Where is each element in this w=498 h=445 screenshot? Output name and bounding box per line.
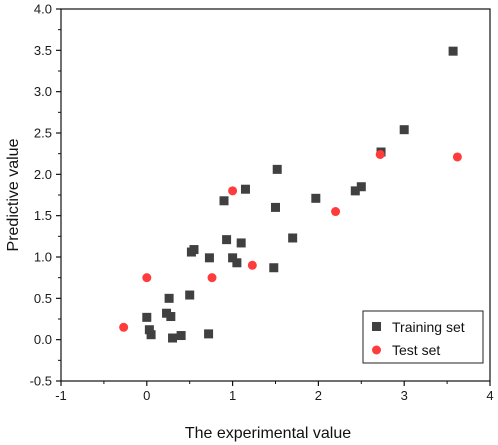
test-point (375, 149, 385, 159)
training-point (288, 233, 298, 243)
test-point (142, 273, 152, 283)
test-point (331, 207, 341, 217)
training-point (272, 164, 282, 174)
training-point (168, 333, 178, 343)
training-point (204, 329, 214, 339)
y-tick-label: 1.5 (34, 208, 52, 223)
training-point (166, 312, 176, 322)
training-point (399, 125, 409, 135)
x-tick-label: 0 (143, 388, 150, 403)
legend-test-label: Test set (392, 342, 440, 358)
test-point (119, 322, 129, 332)
test-point (228, 186, 238, 196)
y-axis: -0.5 0.0 0.5 1.0 1.5 2.0 2.5 3.0 3.5 4.0 (30, 2, 61, 389)
training-point (228, 253, 238, 263)
y-tick-label: 3.5 (34, 43, 52, 58)
y-tick-label: 4.0 (34, 2, 52, 17)
training-point (189, 245, 199, 255)
y-tick-label: 1.0 (34, 250, 52, 265)
training-point (236, 238, 246, 248)
data-points (119, 46, 462, 343)
training-point (142, 312, 152, 322)
training-point (144, 325, 154, 335)
legend-test-marker (372, 345, 381, 355)
y-tick-label: 0.0 (34, 332, 52, 347)
training-point (219, 196, 229, 206)
training-point (448, 46, 458, 56)
y-tick-label: -0.5 (30, 374, 52, 389)
training-point (232, 258, 242, 268)
training-point (185, 290, 195, 300)
test-point (452, 152, 462, 162)
training-point (350, 186, 360, 196)
training-point (271, 202, 280, 212)
y-axis-title: Predictive value (5, 138, 22, 251)
x-tick-label: 4 (486, 388, 493, 403)
training-point (222, 235, 232, 245)
y-tick-label: 0.5 (34, 291, 52, 306)
legend-training-marker (372, 322, 381, 331)
legend-box (362, 310, 484, 364)
training-point (176, 331, 186, 341)
x-tick-label: 3 (401, 388, 408, 403)
legend-training-label: Training set (392, 319, 465, 335)
y-tick-label: 2.5 (34, 126, 52, 141)
y-tick-label: 3.0 (34, 84, 52, 99)
test-point (247, 260, 257, 270)
training-point (146, 330, 156, 340)
x-tick-label: -1 (55, 388, 67, 403)
x-axis: -1 0 1 2 3 4 (55, 381, 494, 403)
legend: Training set Test set (362, 310, 484, 364)
x-axis-title: The experimental value (185, 425, 351, 442)
x-tick-label: 2 (315, 388, 322, 403)
test-point (207, 273, 217, 283)
y-tick-label: 2.0 (34, 167, 52, 182)
training-point (269, 263, 279, 273)
training-point (356, 182, 366, 192)
x-tick-label: 1 (229, 388, 236, 403)
training-point (240, 184, 250, 194)
training-point (164, 293, 174, 303)
training-point (311, 193, 321, 203)
training-point (204, 253, 214, 263)
